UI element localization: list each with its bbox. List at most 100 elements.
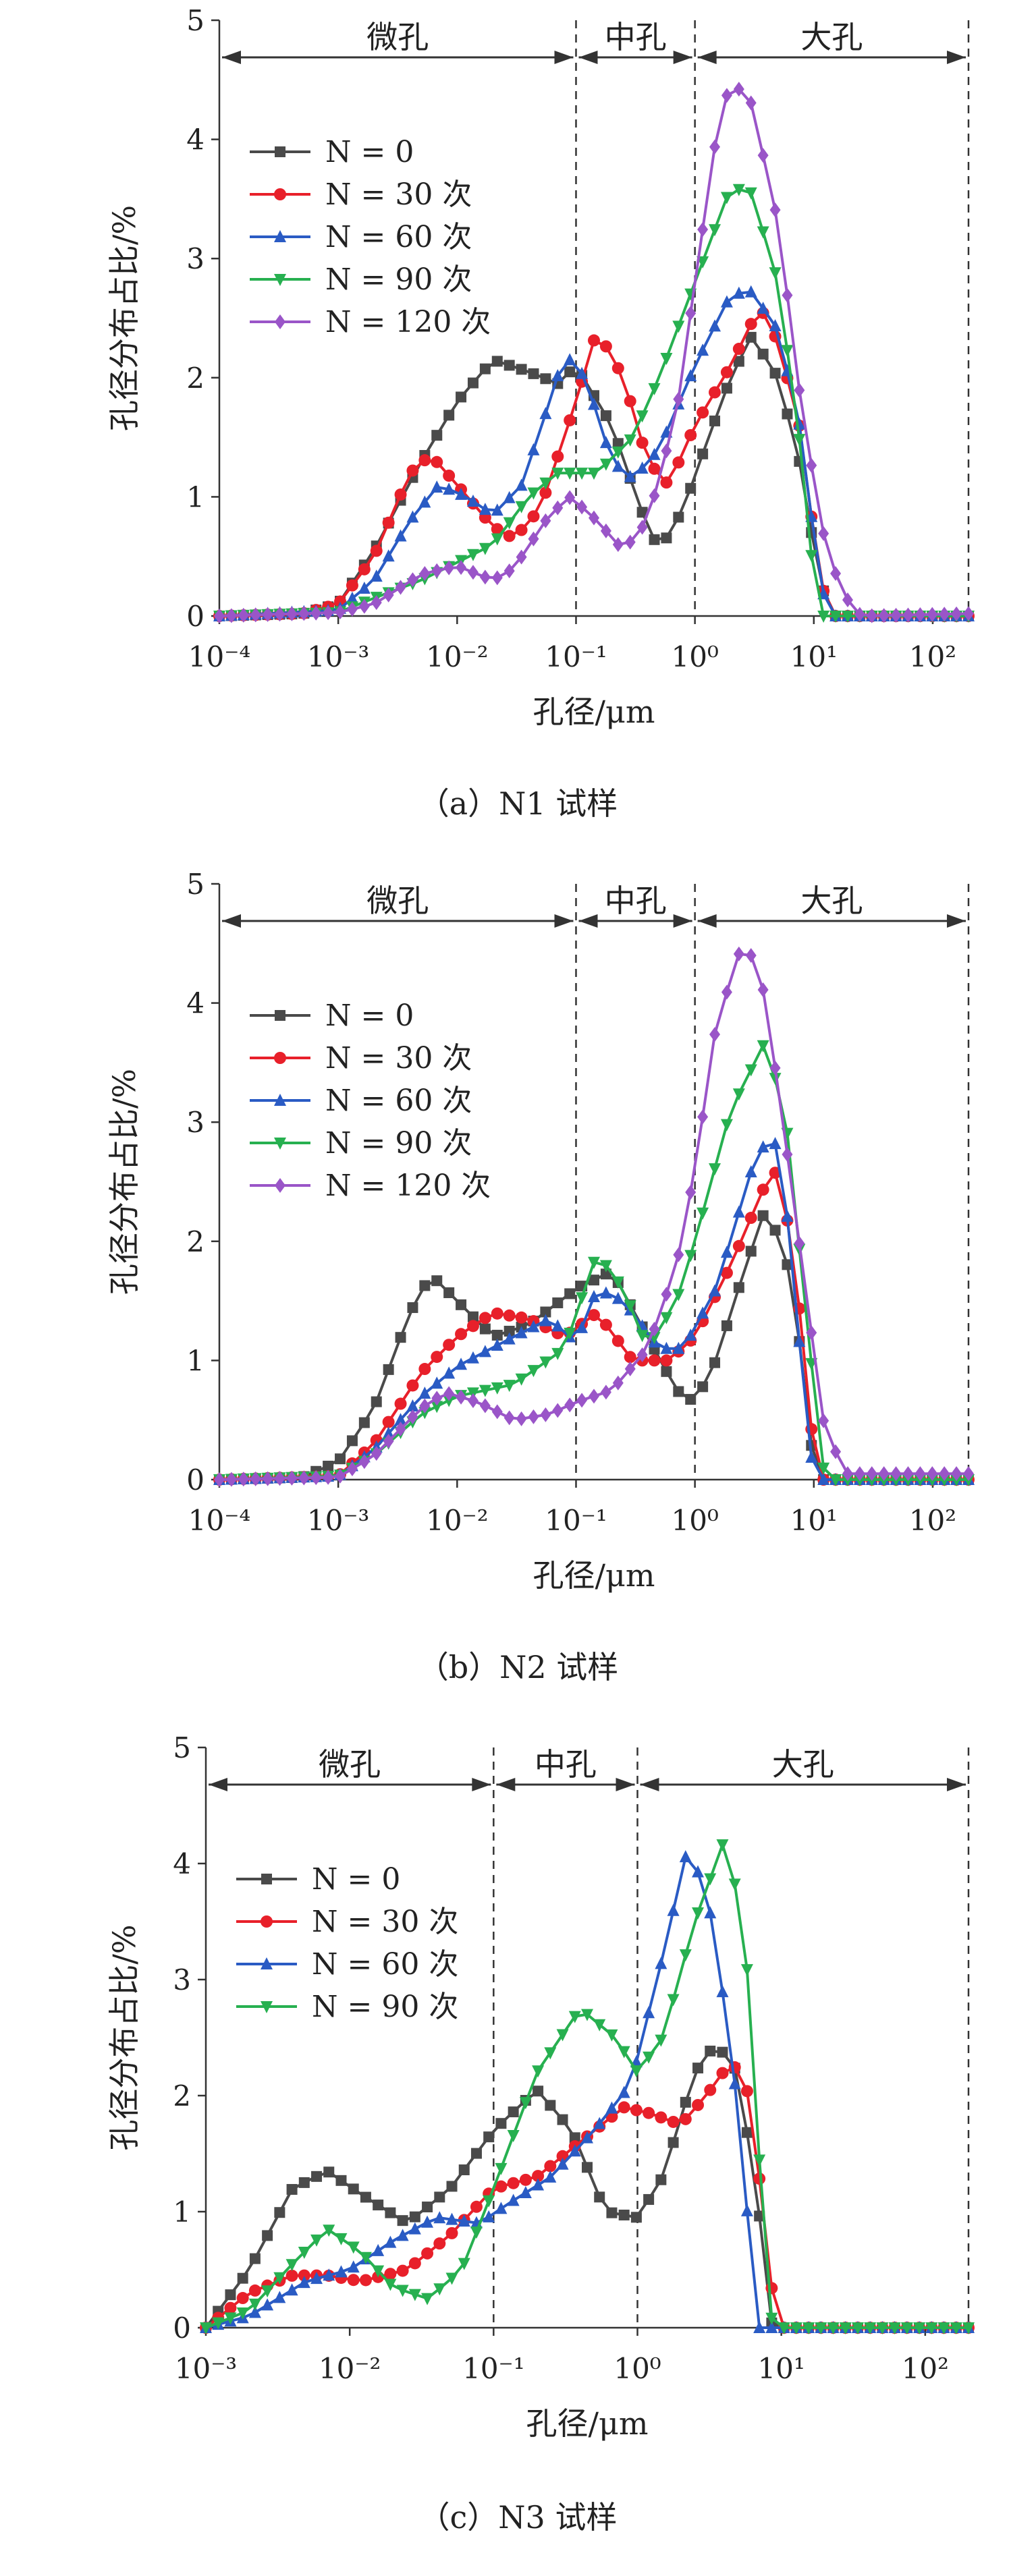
data-point (744, 285, 757, 298)
data-point (237, 2272, 248, 2284)
data-point (358, 1417, 370, 1428)
data-point (890, 1466, 902, 1482)
region-arrowhead (616, 1778, 635, 1791)
data-point (636, 1347, 648, 1362)
data-point (407, 572, 418, 588)
data-point (599, 340, 612, 353)
x-tick-label: 10⁻² (319, 2352, 381, 2385)
data-point (418, 1363, 431, 1376)
data-point (285, 2269, 298, 2282)
data-point (655, 2111, 667, 2124)
data-point (685, 306, 697, 321)
data-point (582, 2162, 593, 2173)
data-point (455, 1357, 468, 1370)
data-point (455, 487, 468, 500)
data-point (483, 2195, 495, 2208)
data-point (757, 1210, 769, 1221)
data-point (445, 2212, 458, 2225)
data-point (864, 2322, 877, 2334)
data-point (552, 1297, 564, 1308)
data-point (589, 1275, 599, 1286)
data-point (716, 1985, 729, 1998)
data-point (348, 2183, 359, 2195)
data-point (594, 2191, 605, 2203)
data-point (709, 224, 721, 237)
data-point (769, 1073, 782, 1086)
region-label: 大孔 (800, 883, 863, 919)
data-point (704, 2083, 717, 2096)
data-point (564, 1327, 576, 1340)
data-point (925, 2322, 938, 2334)
data-point (697, 1207, 709, 1220)
data-point (214, 609, 225, 623)
data-point (358, 1454, 370, 1469)
data-point (528, 368, 539, 379)
data-point (794, 1235, 805, 1251)
data-point (679, 1850, 692, 1863)
data-point (557, 2114, 568, 2125)
data-point (273, 2272, 286, 2285)
data-point (818, 526, 829, 541)
data-point (539, 486, 552, 499)
data-point (794, 383, 805, 398)
data-point (491, 1339, 503, 1351)
data-point (323, 2268, 335, 2281)
data-point (782, 408, 793, 420)
data-point (588, 397, 600, 410)
data-point (806, 457, 817, 473)
data-point (467, 565, 479, 580)
data-point (466, 1320, 479, 1333)
y-tick-label: 5 (186, 4, 205, 37)
data-point (261, 2285, 274, 2298)
data-point (782, 1146, 793, 1162)
series-N30 (213, 306, 975, 622)
data-point (479, 1398, 491, 1413)
data-point (741, 2127, 753, 2138)
y-axis-label: 孔径分布占比/% (106, 1069, 142, 1295)
data-point (611, 1276, 624, 1289)
region-arrowhead (673, 51, 692, 64)
data-point (673, 1247, 684, 1262)
data-point (491, 1307, 503, 1320)
caption-n1: （a）N1 试样 (418, 785, 618, 822)
data-point (692, 1865, 705, 1878)
region-label: 大孔 (772, 1746, 834, 1783)
data-point (491, 533, 503, 546)
data-point (515, 524, 528, 536)
data-point (692, 2098, 705, 2111)
data-point (458, 2258, 470, 2270)
data-point (503, 1410, 515, 1426)
data-point (515, 478, 528, 491)
data-point (684, 1250, 697, 1262)
data-point (382, 549, 395, 562)
data-point (661, 443, 672, 459)
data-point (612, 1375, 624, 1391)
region-arrowhead (554, 914, 574, 928)
legend-marker (274, 1094, 286, 1106)
data-point (684, 1328, 697, 1341)
data-point (346, 1461, 358, 1477)
y-tick-label: 4 (173, 1847, 191, 1880)
data-point (802, 2322, 815, 2334)
data-point (516, 1411, 527, 1426)
data-point (757, 982, 769, 997)
data-point (697, 448, 709, 459)
data-point (274, 607, 285, 622)
data-point (697, 406, 709, 419)
data-point (655, 1957, 667, 1969)
data-point (418, 1387, 431, 1399)
data-point (406, 1399, 419, 1411)
data-point (672, 456, 685, 469)
legend-label: N = 0 (325, 999, 414, 1033)
data-point (248, 2298, 261, 2311)
data-point (384, 2278, 397, 2291)
data-point (672, 320, 685, 333)
data-point (408, 2289, 421, 2301)
data-point (709, 319, 721, 332)
y-axis-label: 孔径分布占比/% (106, 1924, 142, 2150)
data-point (395, 1422, 406, 1437)
legend-marker (274, 1138, 286, 1150)
legend-marker (274, 188, 286, 200)
y-tick-label: 1 (186, 1344, 205, 1377)
data-point (479, 569, 491, 585)
